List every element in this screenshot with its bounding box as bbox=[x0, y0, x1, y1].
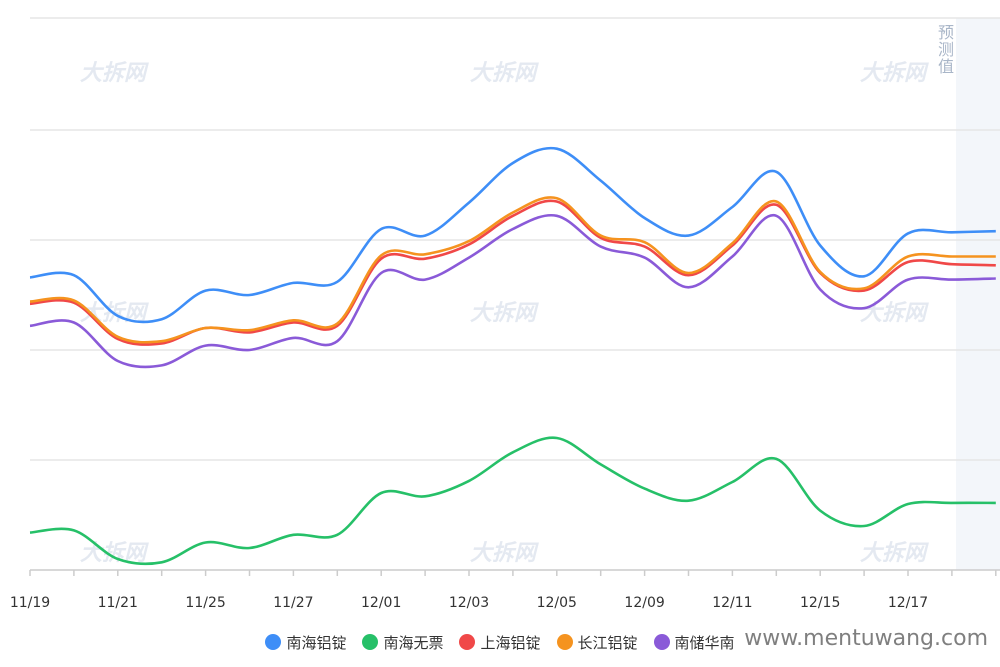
upper-series-0 bbox=[29, 146, 996, 324]
watermark-4: 大拆网 bbox=[470, 301, 539, 326]
x-tick-label: 12/17 bbox=[888, 595, 928, 611]
legend-item-4[interactable]: 南储华南 bbox=[653, 632, 735, 653]
x-tick-label: 11/21 bbox=[98, 595, 138, 611]
legend-label: 南海无票 bbox=[383, 633, 444, 652]
x-tick-label: 12/05 bbox=[537, 595, 577, 611]
watermark-1: 大拆网 bbox=[470, 61, 539, 86]
x-tick-label: 12/09 bbox=[624, 595, 664, 611]
legend-swatch bbox=[362, 634, 379, 650]
watermark-8: 大拆网 bbox=[860, 541, 929, 566]
legend-swatch bbox=[265, 634, 282, 650]
legend-item-3[interactable]: 长江铝锭 bbox=[556, 632, 638, 653]
lower-series-layer bbox=[29, 436, 996, 566]
legend-item-0[interactable]: 南海铝锭 bbox=[265, 632, 346, 653]
forecast-label: 预测值 bbox=[938, 23, 955, 76]
watermark-6: 大拆网 bbox=[80, 541, 149, 566]
legend-swatch bbox=[653, 634, 670, 650]
watermark-0: 大拆网 bbox=[80, 61, 149, 86]
legend-label: 南储华南 bbox=[674, 633, 735, 652]
watermark-7: 大拆网 bbox=[470, 541, 539, 566]
legend-label: 长江铝锭 bbox=[577, 633, 638, 652]
legend: 南海铝锭 南海无票 上海铝锭 长江铝锭 南储华南 bbox=[0, 628, 1000, 656]
watermark-5: 大拆网 bbox=[860, 301, 929, 326]
upper-series-3 bbox=[29, 213, 996, 369]
x-tick-label: 11/25 bbox=[185, 595, 225, 611]
legend-item-2[interactable]: 上海铝锭 bbox=[459, 632, 541, 653]
forecast-region bbox=[956, 18, 1000, 570]
legend-label: 上海铝锭 bbox=[480, 633, 541, 652]
legend-item-1[interactable]: 南海无票 bbox=[362, 632, 443, 653]
x-tick-label: 11/19 bbox=[10, 595, 50, 611]
x-tick-label: 12/15 bbox=[800, 595, 840, 611]
watermark-2: 大拆网 bbox=[860, 61, 929, 86]
legend-label: 南海铝锭 bbox=[286, 633, 347, 652]
lower-series-0 bbox=[29, 436, 996, 566]
footer-watermark: www.mentuwang.com bbox=[744, 626, 988, 651]
x-tick-label: 12/11 bbox=[712, 595, 752, 611]
x-tick-label: 12/03 bbox=[449, 595, 489, 611]
upper-series-2 bbox=[29, 196, 996, 344]
upper-series-layer bbox=[29, 146, 996, 369]
legend-swatch bbox=[556, 634, 573, 650]
x-tick-label: 11/27 bbox=[273, 595, 313, 611]
x-tick-label: 12/01 bbox=[361, 595, 401, 611]
x-axis: 11/19 11/21 11/25 11/27 12/01 12/03 12/05 12/09… bbox=[10, 569, 1000, 611]
legend-swatch bbox=[459, 634, 476, 650]
